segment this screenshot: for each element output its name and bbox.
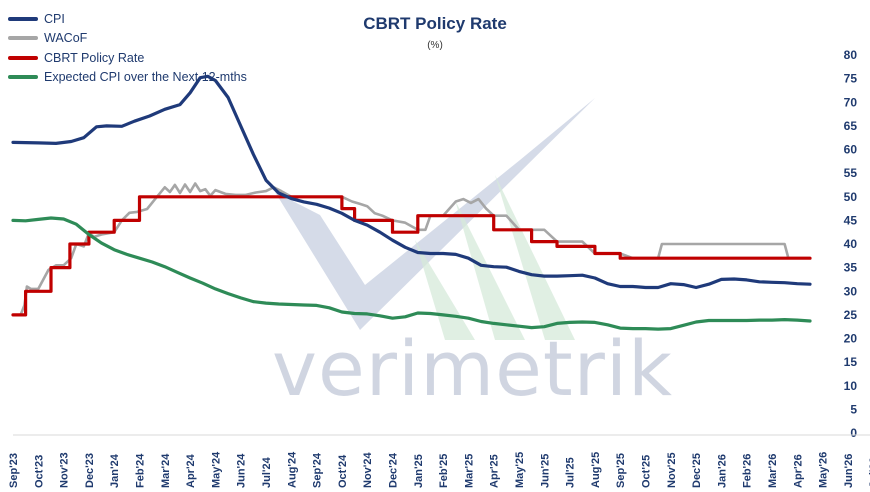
legend-label: WACoF <box>44 31 88 46</box>
y-tick-label: 40 <box>844 237 858 251</box>
y-tick-label: 80 <box>844 48 858 62</box>
y-tick-label: 5 <box>850 402 857 416</box>
legend-label: CBRT Policy Rate <box>44 50 145 65</box>
x-tick-label: Oct'23 <box>33 455 45 488</box>
x-tick-label: Jun'25 <box>539 454 551 488</box>
x-tick-label: Mar'25 <box>463 454 475 488</box>
y-tick-label: 10 <box>844 379 858 393</box>
series-layer <box>11 74 812 331</box>
x-tick-label: Jan'26 <box>716 454 728 488</box>
y-tick-label: 70 <box>844 95 858 109</box>
x-tick-label: May'25 <box>514 452 526 488</box>
x-tick-label: Feb'24 <box>135 453 147 488</box>
x-tick-label: Sep'25 <box>615 453 627 488</box>
y-tick-label: 65 <box>844 119 858 133</box>
x-tick-label: Dec'24 <box>388 452 400 488</box>
x-tick-label: Nov'24 <box>362 451 374 488</box>
y-tick-label: 35 <box>844 261 858 275</box>
x-tick-label: Dec'23 <box>84 453 96 488</box>
x-tick-label: Apr'24 <box>185 453 197 488</box>
x-tick-label: Apr'26 <box>792 454 804 488</box>
y-tick-label: 25 <box>844 308 858 322</box>
x-tick-label: Jun'26 <box>843 454 855 488</box>
legend-swatch <box>8 36 38 41</box>
x-tick-label: Jan'25 <box>413 454 425 488</box>
watermark-chevron-green-1 <box>415 240 475 340</box>
x-tick-label: Aug'24 <box>286 451 298 488</box>
watermark-logo: verimetrik <box>272 98 673 413</box>
series-line-cbrt-policy-rate <box>11 195 812 317</box>
legend-label: CPI <box>44 11 65 26</box>
x-tick-label: Feb'25 <box>438 454 450 488</box>
y-tick-label: 20 <box>844 332 858 346</box>
x-tick-label: Jul'24 <box>261 456 273 488</box>
y-tick-label: 55 <box>844 166 858 180</box>
legend-item: WACoF <box>8 29 247 49</box>
x-tick-label: Mar'24 <box>160 453 172 488</box>
y-tick-label: 15 <box>844 355 858 369</box>
legend-label: Expected CPI over the Next 12-mths <box>44 70 247 85</box>
x-tick-label: Nov'23 <box>59 452 71 488</box>
x-tick-label: Apr'25 <box>489 454 501 488</box>
y-tick-label: 50 <box>844 190 858 204</box>
chart-title: CBRT Policy Rate <box>363 14 507 33</box>
x-tick-label: Aug'25 <box>590 452 602 488</box>
y-tick-label: 60 <box>844 143 858 157</box>
x-tick-label: Mar'26 <box>767 454 779 488</box>
x-tick-label: Sep'24 <box>312 452 324 488</box>
x-axis: Sep'23 Oct'23 Nov'23 Dec'23 Jan'24 Feb'24 Mar'… <box>8 434 870 488</box>
x-tick-label: Jan'24 <box>109 453 121 488</box>
legend-swatch <box>8 16 38 21</box>
legend-swatch <box>8 75 38 80</box>
x-tick-label: Oct'24 <box>337 454 349 488</box>
y-axis: 0 5 10 15 20 25 30 35 40 45 50 55 60 65 70 75 80 <box>844 48 858 440</box>
series-line-wacof <box>11 182 812 317</box>
x-tick-label: Jul'26 <box>868 457 870 488</box>
watermark-chevron-green-2 <box>455 200 525 340</box>
chart-legend: CPI WACoF CBRT Policy Rate Expected CPI ove… <box>8 9 247 87</box>
x-tick-label: Jun'24 <box>236 453 248 488</box>
legend-item: CPI <box>8 9 247 29</box>
y-tick-label: 30 <box>844 284 858 298</box>
legend-item: CBRT Policy Rate <box>8 48 247 68</box>
x-tick-label: Nov'25 <box>666 452 678 488</box>
chart-subtitle: (%) <box>427 40 443 51</box>
x-tick-label: Dec'25 <box>691 453 703 488</box>
x-tick-label: Feb'26 <box>742 454 754 488</box>
watermark-text: verimetrik <box>272 324 673 413</box>
series-line-expected-cpi-over-the-next-12-mths <box>11 216 812 331</box>
y-tick-label: 0 <box>850 426 857 440</box>
x-tick-label: Sep'23 <box>8 453 20 488</box>
x-tick-label: May'26 <box>818 452 830 488</box>
x-tick-label: May'24 <box>210 451 222 488</box>
series-line-cpi <box>11 74 812 290</box>
watermark-chevron-blue <box>275 98 595 330</box>
legend-item: Expected CPI over the Next 12-mths <box>8 68 247 88</box>
y-tick-label: 75 <box>844 72 858 86</box>
x-tick-label: Jul'25 <box>565 457 577 488</box>
x-tick-label: Oct'25 <box>641 455 653 488</box>
watermark-chevron-green-3 <box>495 175 575 340</box>
legend-swatch <box>8 55 38 60</box>
y-tick-label: 45 <box>844 213 858 227</box>
